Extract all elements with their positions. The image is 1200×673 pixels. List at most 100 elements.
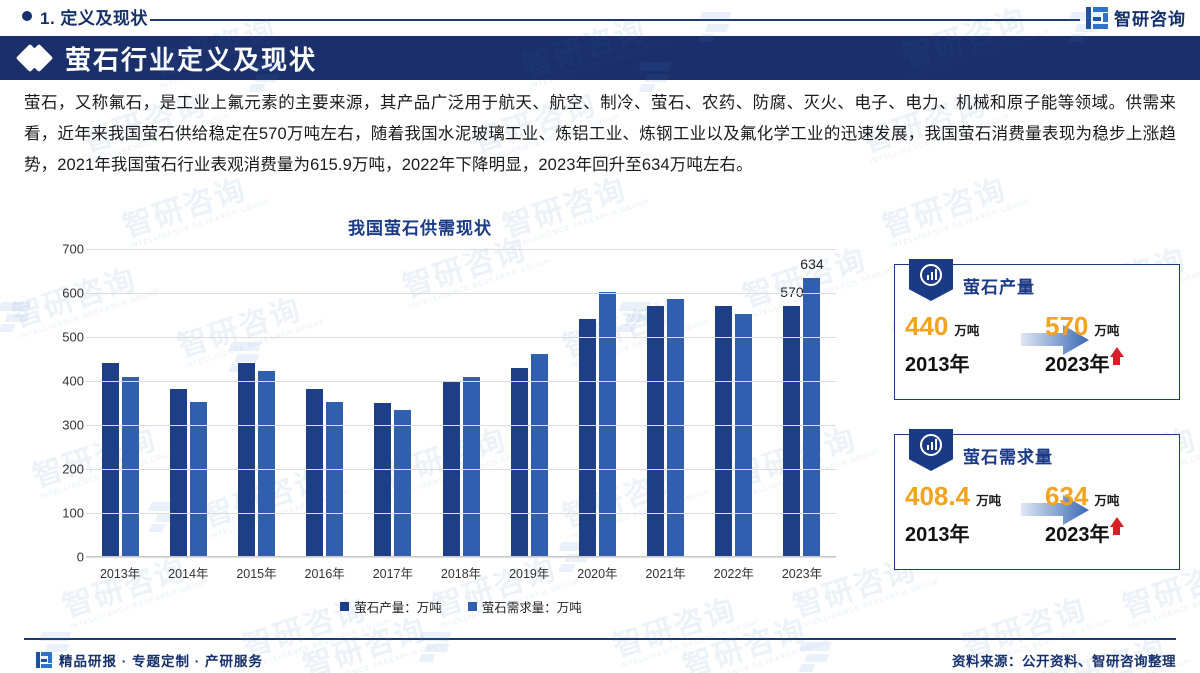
- bar-group: [86, 249, 154, 557]
- bar: [598, 292, 616, 557]
- bar: [374, 403, 392, 557]
- card-to-year: 2023年: [1045, 346, 1165, 377]
- section-label: 1. 定义及现状: [40, 9, 148, 28]
- legend-item[interactable]: 萤石产量：万吨: [340, 597, 442, 616]
- card-to-unit: 万吨: [1094, 494, 1120, 508]
- card-to-value: 570: [1045, 311, 1089, 341]
- y-axis-tick: 300: [62, 417, 84, 433]
- band-title: 萤石行业定义及现状: [65, 44, 318, 75]
- grid-line: [86, 425, 836, 426]
- card-to-block: 570 万吨 2023年: [1045, 311, 1165, 377]
- bar: [462, 376, 480, 557]
- card-from-value: 440: [905, 311, 949, 341]
- legend-label: 萤石需求量：万吨: [481, 601, 582, 615]
- bar-group: [359, 249, 427, 557]
- x-axis-tick: 2014年: [168, 567, 209, 581]
- footer-tagline: 精品研报 · 专题定制 · 产研服务: [36, 650, 263, 670]
- body-paragraph: 萤石，又称氟石，是工业上氟元素的主要来源，其产品广泛用于航天、航空、制冷、萤石、…: [24, 94, 1176, 174]
- card-from-unit: 万吨: [976, 494, 1002, 508]
- bar: [530, 353, 548, 557]
- grid-line: [86, 557, 836, 558]
- x-axis-tick: 2018年: [440, 567, 482, 581]
- bar-group: [427, 249, 495, 557]
- bar: [189, 402, 207, 557]
- bar-groups: 570 634: [86, 249, 836, 557]
- x-axis-line: [86, 556, 836, 557]
- card-from-year: 2013年: [905, 524, 970, 546]
- bar: 634: [800, 256, 824, 557]
- legend-swatch: [340, 602, 350, 611]
- bar: [578, 319, 596, 557]
- top-bar: 1. 定义及现状 智研咨询: [0, 0, 1200, 35]
- legend-label: 萤石产量：万吨: [354, 601, 442, 615]
- footer-tagline-text: 精品研报 · 专题定制 · 产研服务: [59, 654, 263, 669]
- bar: [647, 306, 665, 557]
- bar: [121, 377, 139, 557]
- bar-group: [291, 249, 359, 557]
- card-to-year-text: 2023年: [1045, 354, 1110, 376]
- bar: [394, 410, 412, 557]
- bar: [306, 388, 324, 557]
- bar-group: [222, 249, 290, 557]
- card-to-unit: 万吨: [1094, 324, 1120, 338]
- y-axis-tick: 600: [62, 285, 84, 301]
- x-axis-tick: 2023年: [781, 567, 823, 581]
- bar: [257, 370, 275, 557]
- grid-line: [86, 249, 836, 250]
- card-to-value: 634: [1045, 481, 1089, 511]
- chart-donut-icon: [909, 429, 953, 471]
- trend-arrow-icon: [1021, 495, 1089, 525]
- brand-logo: 智研咨询: [1086, 5, 1186, 30]
- y-axis-tick: 0: [76, 549, 84, 565]
- chart-legend: 萤石产量：万吨 萤石需求量：万吨: [86, 597, 836, 616]
- y-axis-tick: 200: [62, 461, 84, 477]
- x-axis-tick: 2013年: [99, 567, 141, 581]
- card-to-year: 2023年: [1045, 516, 1165, 547]
- brand-name: 智研咨询: [1114, 10, 1186, 29]
- bar-group: [154, 249, 222, 557]
- zhiyan-logo-icon-small: [36, 652, 52, 668]
- stat-card-production: 萤石产量 440 万吨 2013年 570 万吨 2023年: [894, 259, 1180, 400]
- chart-title: 我国萤石供需现状: [348, 219, 492, 238]
- card-title: 萤石产量: [963, 278, 1035, 297]
- y-axis-tick: 400: [62, 373, 84, 389]
- bar: [715, 306, 733, 557]
- x-axis-tick: 2021年: [645, 567, 686, 581]
- grid-line: [86, 469, 836, 470]
- x-axis-tick: 2020年: [577, 567, 618, 581]
- supply-demand-bar-chart: 570 634 700 600 500 400 300 200 100 0 2013年 2014年…: [26, 241, 844, 620]
- x-axis-tick: 2017年: [372, 567, 413, 581]
- bar-value-label: 570: [780, 284, 804, 301]
- card-title: 萤石需求量: [963, 448, 1053, 467]
- bar-group: [563, 249, 631, 557]
- card-from-value: 408.4: [905, 481, 971, 511]
- watermark-logo-icon: [418, 630, 466, 664]
- card-from-unit: 万吨: [954, 324, 980, 338]
- stat-card-demand: 萤石需求量 408.4 万吨 2013年 634 万吨 2023年: [894, 429, 1180, 570]
- bar: 570: [780, 284, 804, 557]
- card-from-block: 440 万吨 2013年: [905, 311, 1025, 377]
- y-axis-tick: 500: [62, 329, 84, 345]
- footer-divider: [24, 638, 1176, 640]
- card-from-block: 408.4 万吨 2013年: [905, 481, 1025, 547]
- legend-item[interactable]: 萤石需求量：万吨: [467, 597, 582, 616]
- y-axis-tick: 700: [62, 241, 84, 257]
- x-axis-tick: 2019年: [509, 567, 550, 581]
- legend-swatch: [467, 602, 477, 611]
- bar: [169, 388, 187, 557]
- y-axis-tick: 100: [62, 505, 84, 521]
- card-to-block: 634 万吨 2023年: [1045, 481, 1165, 547]
- x-axis-labels: 2013年 2014年 2015年 2016年 2017年 2018年 2019年 2020年…: [86, 563, 836, 582]
- x-axis-tick: 2022年: [713, 567, 754, 581]
- grid-line: [86, 513, 836, 514]
- watermark-logo-icon: [798, 640, 846, 673]
- grid-line: [86, 337, 836, 338]
- header-divider: [150, 19, 1080, 21]
- trend-arrow-icon: [1021, 325, 1089, 355]
- bar-group: [495, 249, 563, 557]
- bullet-dot-icon: [22, 11, 32, 21]
- bar: [101, 363, 119, 557]
- bar-group: [700, 249, 768, 557]
- bar-value-label: 634: [800, 256, 824, 273]
